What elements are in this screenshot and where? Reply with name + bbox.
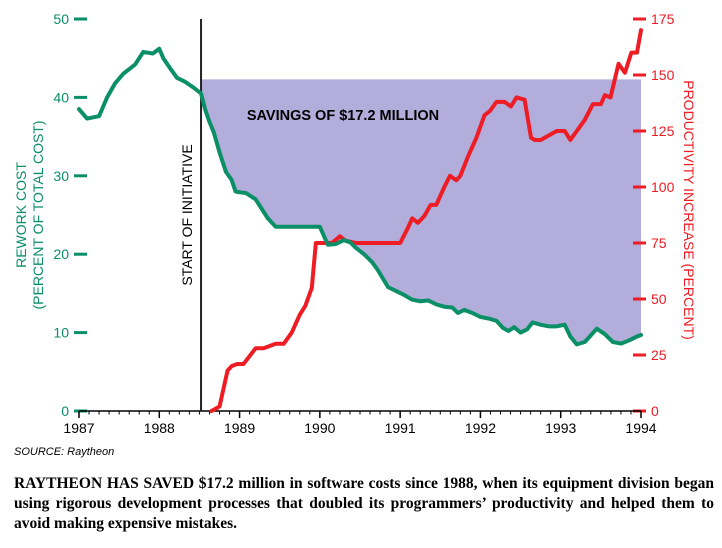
right-tick-label: 125 [651,123,675,139]
caption: RAYTHEON HAS SAVED $17.2 million in soft… [14,475,714,532]
left-axis-label-line2: (PERCENT OF TOTAL COST) [30,120,46,309]
rework-line [77,46,643,347]
x-tick-label: 1989 [224,420,255,436]
initiative-label: START OF INITIATIVE [179,144,195,285]
left-tick-label: 0 [61,403,69,419]
left-tick-label: 10 [53,325,69,341]
right-axis-ticks: 0 25 50 75 100 125 150 175 [633,11,675,419]
x-tick-label: 1994 [625,420,656,436]
chart: 0 10 20 30 40 50 0 25 50 75 100 125 150 175 1987 1988… [13,11,697,436]
right-tick-label: 175 [651,11,675,27]
x-tick-label: 1991 [385,420,416,436]
left-tick-label: 50 [53,11,69,27]
right-axis-label: PRODUCTIVITY INCREASE (PERCENT) [681,80,697,340]
savings-label: SAVINGS OF $17.2 MILLION [247,108,439,124]
right-tick-label: 50 [651,291,667,307]
x-tick-label: 1993 [545,420,576,436]
left-tick-label: 20 [53,246,69,262]
right-tick-label: 150 [651,67,675,83]
left-axis-ticks: 0 10 20 30 40 50 [53,11,87,419]
right-tick-label: 0 [651,403,659,419]
left-axis-label-line1: REWORK COST [13,162,29,268]
x-tick-label: 1990 [304,420,335,436]
left-tick-label: 40 [53,89,69,105]
x-tick-label: 1988 [144,420,175,436]
x-tick-label: 1987 [63,420,94,436]
left-tick-label: 30 [53,168,69,184]
x-tick-label: 1992 [465,420,496,436]
source-note: SOURCE: Raytheon [14,446,115,458]
savings-area [201,79,641,345]
right-tick-label: 100 [651,179,675,195]
right-tick-label: 75 [651,235,667,251]
x-axis-ticks: 1987 1988 1989 1990 1991 1992 1993 1994 [63,410,657,436]
productivity-line [209,28,643,413]
right-tick-label: 25 [651,347,667,363]
